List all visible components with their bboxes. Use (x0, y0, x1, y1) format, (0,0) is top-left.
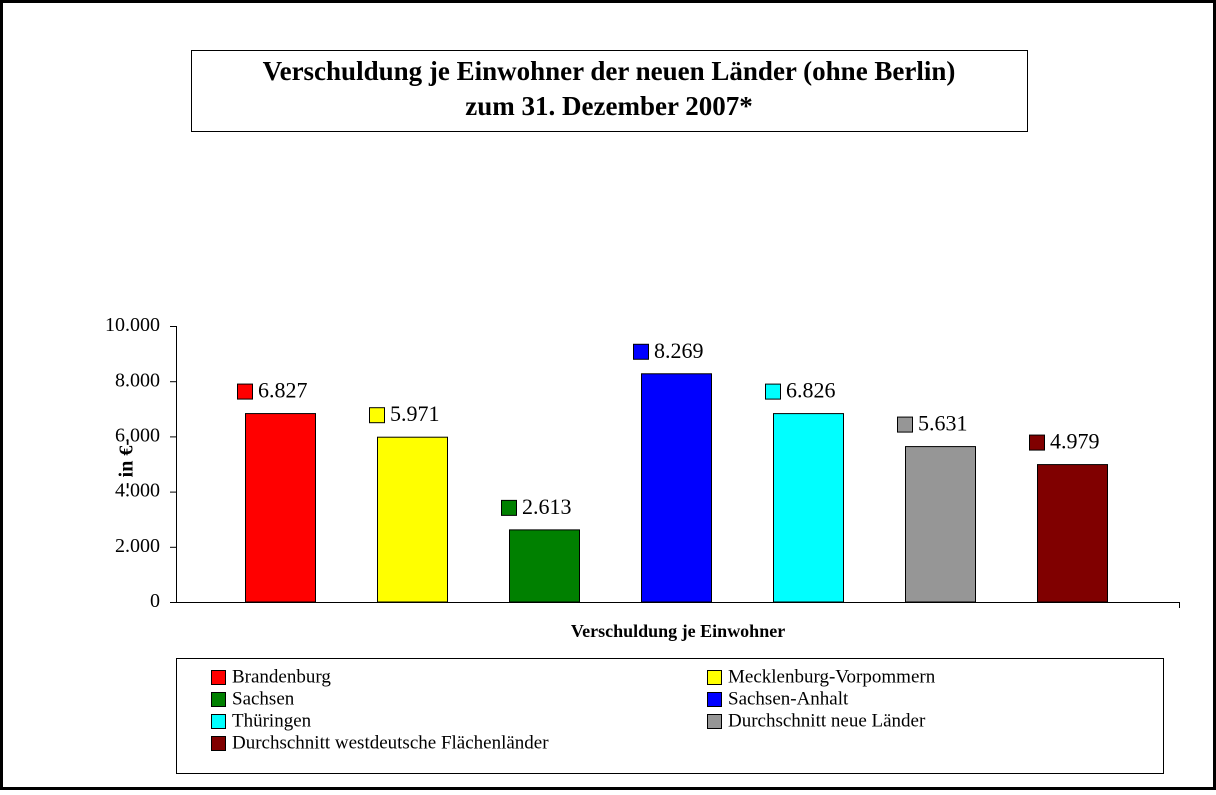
legend-label: Sachsen (232, 688, 295, 709)
legend-label: Durchschnitt neue Länder (728, 710, 926, 731)
value-label: 2.613 (522, 494, 572, 519)
value-label: 6.826 (786, 378, 836, 403)
legend-label: Thüringen (232, 710, 312, 731)
legend-label: Durchschnitt westdeutsche Flächenländer (232, 732, 549, 753)
y-tick-label: 2.000 (115, 535, 160, 557)
legend-label: Brandenburg (232, 666, 331, 687)
legend-swatch (211, 692, 226, 707)
bar (245, 413, 316, 603)
value-label: 5.971 (390, 401, 440, 426)
value-label-key (765, 383, 781, 400)
chart-subtitle: zum 31. Dezember 2007* (465, 91, 752, 121)
legend-swatch (211, 736, 226, 751)
legend-box (176, 658, 1164, 774)
legend-label: Mecklenburg-Vorpommern (728, 666, 936, 687)
value-label: 4.979 (1050, 429, 1100, 454)
bar (641, 373, 712, 603)
bar (377, 436, 448, 603)
value-label-key (1029, 434, 1045, 451)
y-axis-label: - in €- (116, 439, 138, 489)
value-label-key (501, 499, 517, 516)
chart-title: Verschuldung je Einwohner der neuen Länd… (263, 56, 956, 86)
bar (773, 413, 844, 603)
legend-swatch (707, 692, 722, 707)
value-label: 6.827 (258, 378, 308, 403)
value-label-key (897, 416, 913, 433)
legend-swatch (707, 670, 722, 685)
title-box (191, 50, 1028, 132)
y-tick-label: 4.000 (115, 480, 160, 502)
value-label: 8.269 (654, 338, 704, 363)
y-tick-label: 10.000 (105, 314, 160, 336)
legend-label: Sachsen-Anhalt (728, 688, 849, 709)
y-tick-label: 8.000 (115, 369, 160, 391)
bar (905, 446, 976, 603)
value-label: 5.631 (918, 411, 968, 436)
value-label-key (237, 383, 253, 400)
x-axis-label: Verschuldung je Einwohner (571, 621, 785, 641)
bar (1037, 464, 1108, 603)
legend-swatch (707, 714, 722, 729)
value-label-key (633, 343, 649, 360)
value-label-key (369, 407, 385, 424)
y-tick-label: 6.000 (115, 424, 160, 446)
bar (509, 529, 580, 603)
legend-swatch (211, 714, 226, 729)
legend-swatch (211, 670, 226, 685)
y-tick-label: 0 (150, 590, 160, 612)
